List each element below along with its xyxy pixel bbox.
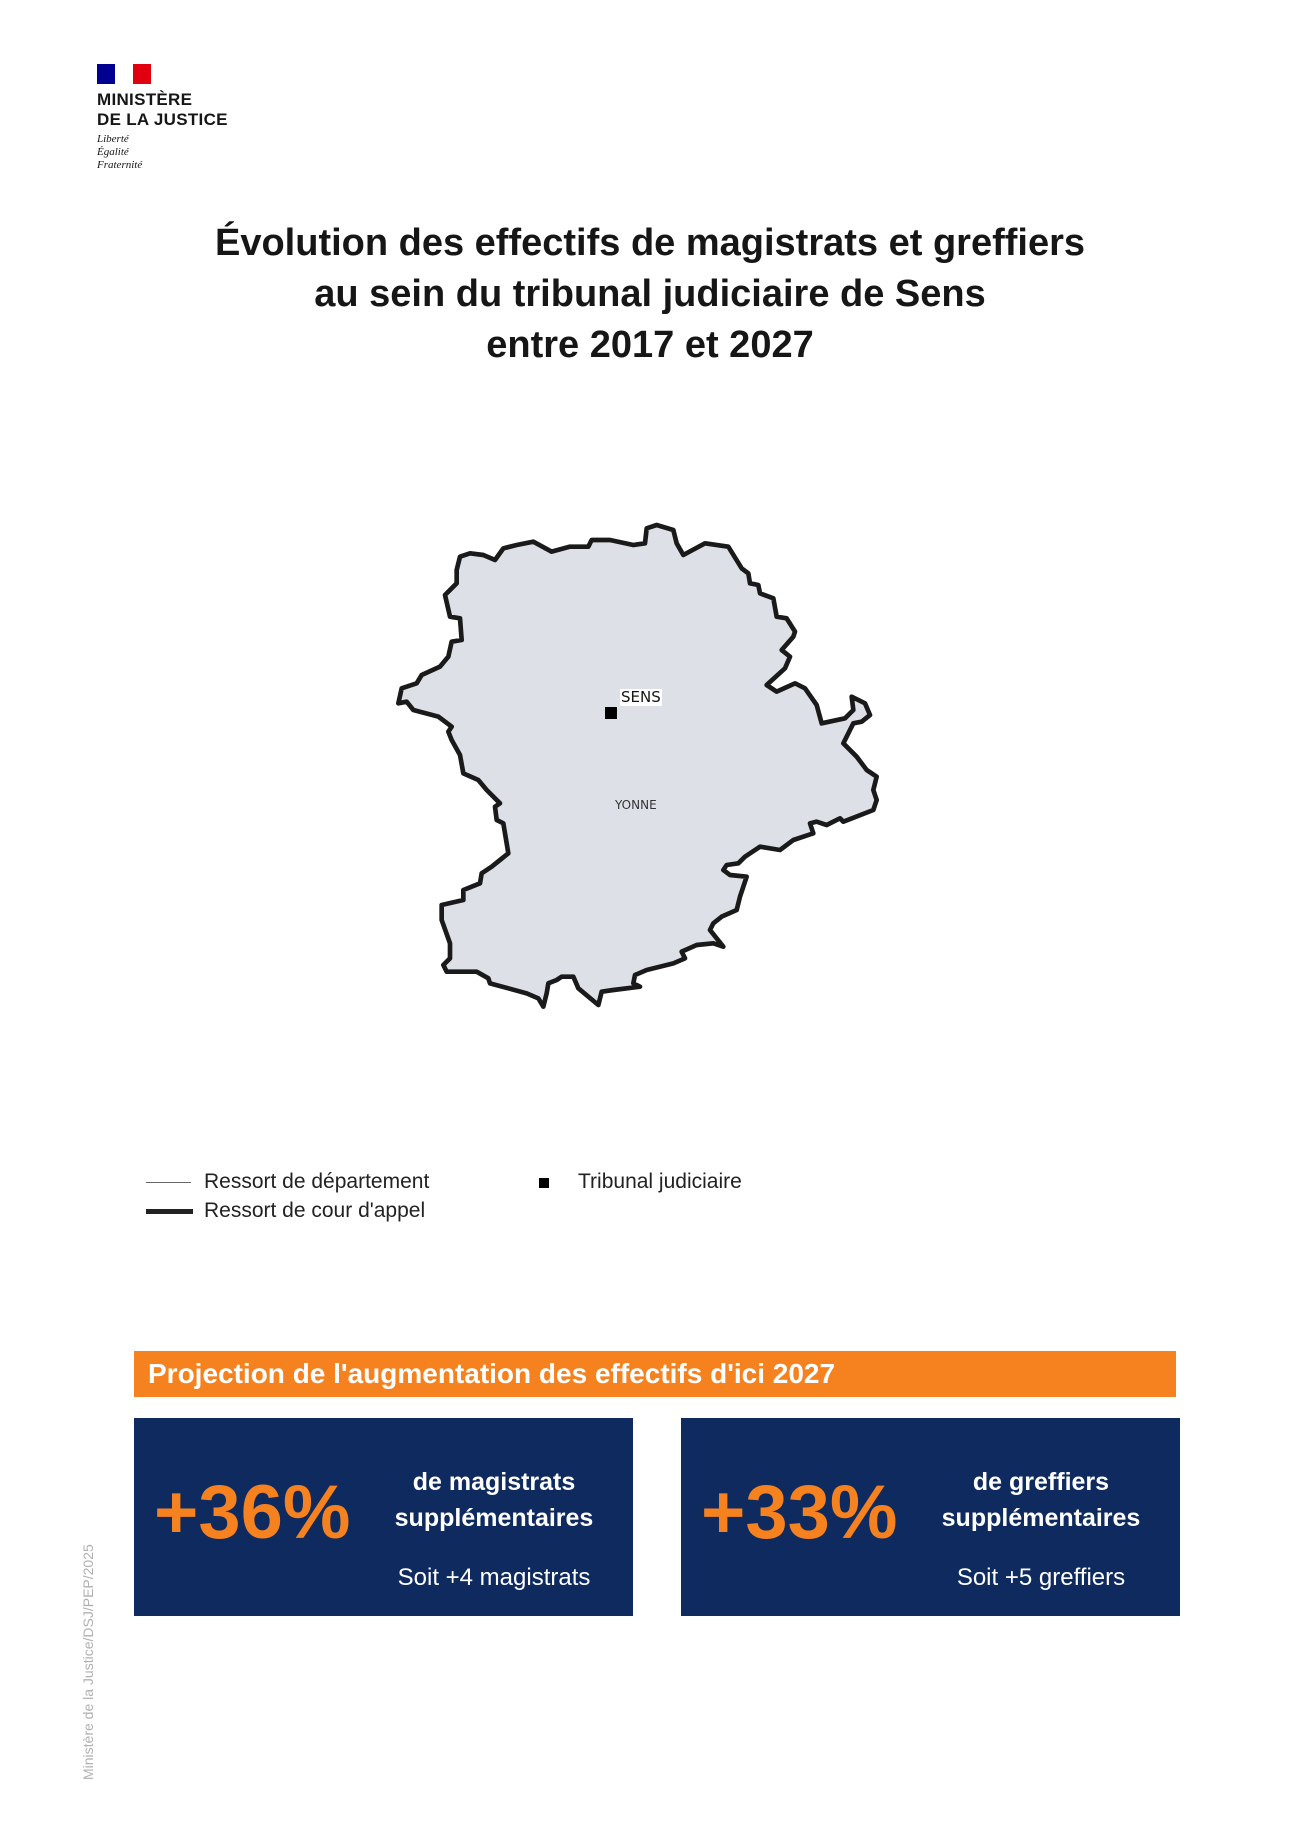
logo-name-line1: MINISTÈRE: [97, 90, 193, 109]
page-title: Évolution des effectifs de magistrats et…: [0, 218, 1300, 371]
greffiers-desc-line1: de greffiers: [972, 1468, 1110, 1496]
court-of-appeal-line-icon: [146, 1209, 193, 1214]
motto-fraternite: Fraternité: [97, 159, 143, 171]
legend-court-of-appeal: Ressort de cour d'appel: [204, 1199, 426, 1222]
motto-liberte: Liberté: [97, 133, 129, 145]
ministry-logo: MINISTÈRE DE LA JUSTICE Liberté Égalité …: [97, 64, 247, 172]
projection-heading: Projection de l'augmentation des effecti…: [134, 1351, 1176, 1397]
logo-motto: Liberté Égalité Fraternité: [97, 133, 247, 172]
logo-name: MINISTÈRE DE LA JUSTICE: [97, 90, 247, 130]
greffiers-percent: +33%: [701, 1470, 898, 1555]
motto-egalite: Égalité: [97, 146, 129, 158]
credit-text: Ministère de la Justice/DSJ/PEP/2025: [80, 1544, 96, 1780]
magistrats-desc-line1: de magistrats: [412, 1468, 576, 1496]
greffiers-desc-line2: supplémentaires: [941, 1504, 1141, 1532]
department-label-yonne: YONNE: [615, 798, 657, 812]
magistrats-percent: +36%: [154, 1470, 351, 1555]
title-line3: entre 2017 et 2027: [486, 324, 814, 366]
magistrats-desc: de magistrats supplémentaires: [374, 1464, 614, 1536]
tribunal-marker-icon: [605, 707, 617, 719]
legend-department: Ressort de département: [204, 1170, 430, 1193]
tribunal-square-icon: [539, 1178, 549, 1188]
greffiers-detail: Soit +5 greffiers: [956, 1564, 1126, 1591]
city-label-sens: SENS: [620, 688, 662, 706]
magistrats-detail: Soit +4 magistrats: [397, 1564, 591, 1591]
title-line1: Évolution des effectifs de magistrats et…: [214, 222, 1085, 264]
yonne-map: [396, 522, 879, 1009]
department-line-icon: [146, 1182, 191, 1183]
greffiers-card: +33% de greffiers supplémentaires Soit +…: [681, 1418, 1180, 1616]
greffiers-desc: de greffiers supplémentaires: [921, 1464, 1161, 1536]
legend-tribunal: Tribunal judiciaire: [578, 1170, 742, 1193]
yonne-department-shape: [396, 522, 879, 1009]
magistrats-desc-line2: supplémentaires: [394, 1504, 594, 1532]
magistrats-card: +36% de magistrats supplémentaires Soit …: [134, 1418, 633, 1616]
title-line2: au sein du tribunal judiciaire de Sens: [314, 273, 986, 315]
logo-name-line2: DE LA JUSTICE: [97, 110, 228, 129]
french-flag-icon: [97, 64, 151, 84]
